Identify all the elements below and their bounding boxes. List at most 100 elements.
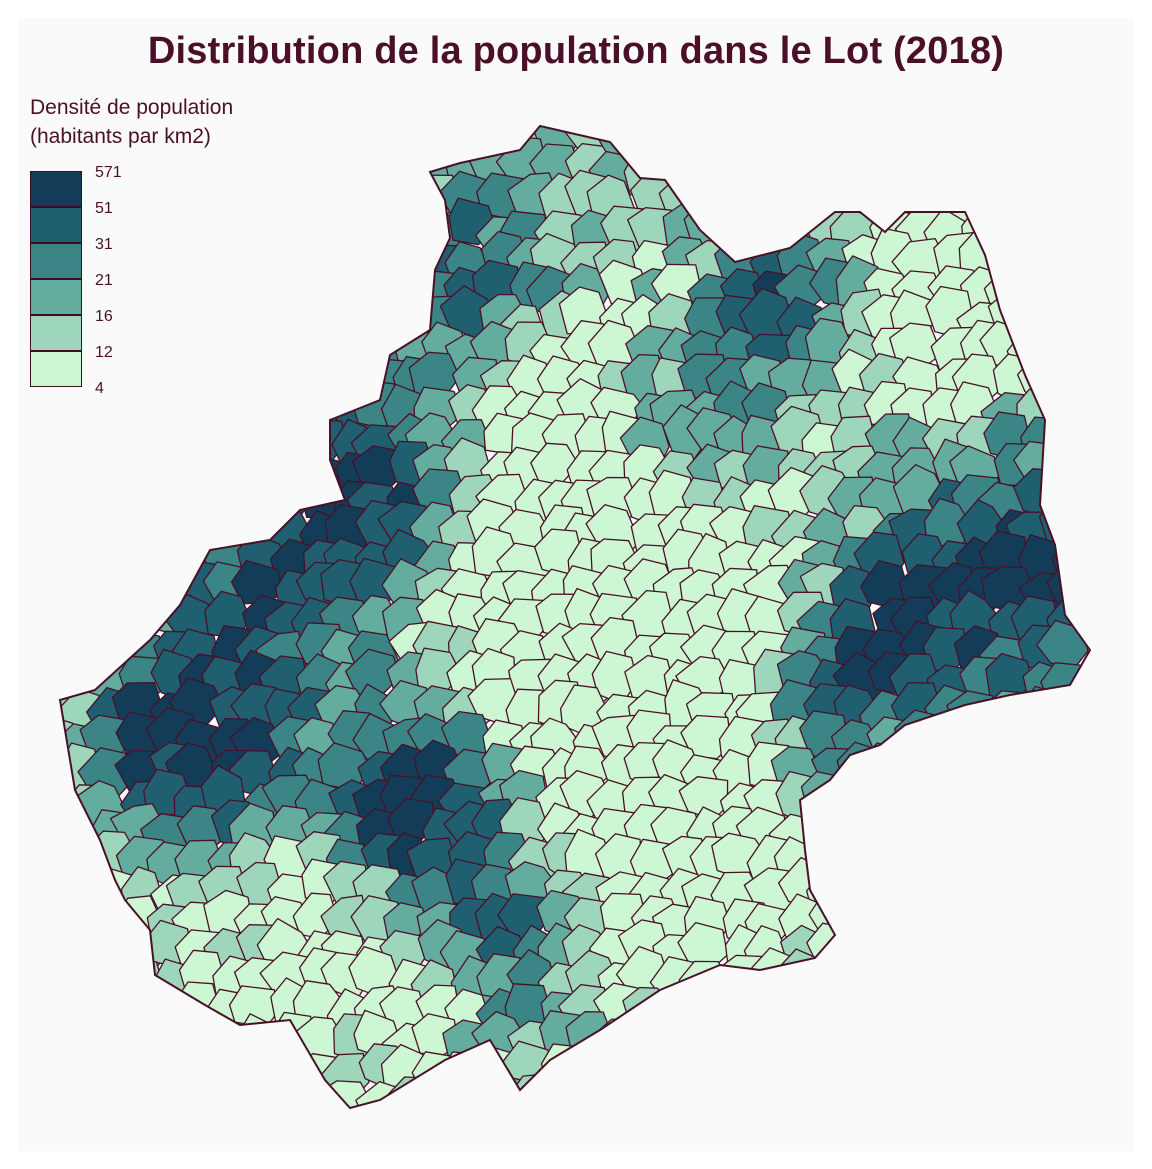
commune-polygon xyxy=(60,981,81,1030)
commune-polygon xyxy=(1007,1043,1058,1094)
commune-polygon xyxy=(81,923,135,971)
commune-polygon xyxy=(175,126,225,138)
commune-polygon xyxy=(858,867,913,915)
commune-polygon xyxy=(840,1050,894,1096)
commune-polygon xyxy=(268,229,319,284)
commune-polygon xyxy=(895,895,946,948)
commune-polygon xyxy=(889,920,940,972)
commune-polygon xyxy=(230,322,280,375)
commune-polygon xyxy=(801,126,850,134)
commune-polygon xyxy=(893,126,947,138)
commune-polygon xyxy=(834,841,883,889)
commune-polygon xyxy=(117,320,168,367)
commune-polygon xyxy=(830,126,882,172)
commune-polygon xyxy=(119,126,168,138)
commune-polygon xyxy=(1045,293,1090,342)
commune-polygon xyxy=(61,143,108,195)
commune-polygon xyxy=(840,921,887,969)
commune-polygon xyxy=(622,986,671,1036)
commune-polygon xyxy=(118,505,172,557)
commune-polygon xyxy=(60,1022,83,1070)
commune-polygon xyxy=(117,993,164,1041)
commune-polygon xyxy=(981,895,1028,942)
commune-polygon xyxy=(767,1073,822,1108)
commune-polygon xyxy=(241,1037,291,1092)
commune-polygon xyxy=(1017,893,1073,941)
commune-polygon xyxy=(748,1076,801,1108)
commune-polygon xyxy=(1038,495,1090,544)
commune-polygon xyxy=(1043,443,1090,494)
commune-polygon xyxy=(207,214,260,262)
commune-polygon xyxy=(737,1052,791,1102)
commune-polygon xyxy=(203,1078,250,1108)
commune-polygon xyxy=(60,595,72,648)
commune-polygon xyxy=(86,502,135,554)
commune-polygon xyxy=(377,175,429,228)
commune-polygon xyxy=(60,265,80,311)
commune-polygon xyxy=(779,126,833,174)
commune-polygon xyxy=(112,952,163,1006)
commune-polygon xyxy=(415,126,465,169)
commune-polygon xyxy=(93,126,141,167)
commune-polygon xyxy=(484,126,535,140)
commune-polygon xyxy=(952,989,1008,1037)
commune-polygon xyxy=(324,292,371,340)
commune-polygon xyxy=(1008,708,1057,759)
commune-polygon xyxy=(144,506,192,557)
commune-polygon xyxy=(1040,328,1090,377)
commune-polygon xyxy=(1012,1011,1062,1062)
legend-label-0: 571 xyxy=(95,164,122,181)
commune-polygons xyxy=(60,126,1090,1108)
legend-title-line2: (habitants par km2) xyxy=(30,125,211,148)
commune-polygon xyxy=(990,724,1039,768)
commune-polygon xyxy=(357,264,413,313)
legend-swatch-5 xyxy=(30,351,82,387)
commune-polygon xyxy=(60,859,101,909)
commune-polygon xyxy=(988,179,1042,231)
commune-polygon xyxy=(85,531,134,581)
commune-polygon xyxy=(1038,836,1090,886)
commune-polygon xyxy=(323,242,371,292)
commune-polygon xyxy=(80,234,126,281)
commune-polygon xyxy=(567,1047,621,1096)
commune-polygon xyxy=(204,474,255,528)
commune-polygon xyxy=(982,746,1033,796)
commune-polygon xyxy=(986,202,1041,250)
commune-polygon xyxy=(325,126,374,166)
commune-polygon xyxy=(166,437,223,493)
commune-polygon xyxy=(264,328,312,379)
commune-polygon xyxy=(713,126,766,160)
commune-polygon xyxy=(950,929,1006,981)
commune-polygon xyxy=(354,291,410,338)
commune-polygon xyxy=(175,1043,228,1088)
commune-polygon xyxy=(60,167,67,222)
commune-polygon xyxy=(1017,995,1065,1041)
commune-polygon xyxy=(922,148,975,201)
commune-polygon xyxy=(1043,1075,1090,1108)
commune-polygon xyxy=(591,126,639,138)
commune-polygon xyxy=(211,146,259,198)
commune-polygon xyxy=(930,957,979,1004)
commune-polygon xyxy=(88,956,140,1005)
commune-polygon xyxy=(232,230,290,277)
commune-polygon xyxy=(1046,126,1090,163)
commune-polygon xyxy=(139,269,191,321)
commune-polygon xyxy=(60,228,83,283)
commune-polygon xyxy=(93,383,139,434)
commune-polygon xyxy=(60,859,75,913)
commune-polygon xyxy=(120,527,169,581)
commune-polygon xyxy=(860,952,906,1002)
commune-polygon xyxy=(353,126,409,138)
commune-polygon xyxy=(841,1070,895,1108)
commune-polygon xyxy=(890,838,941,893)
commune-polygon xyxy=(899,1070,955,1108)
commune-polygon xyxy=(142,145,194,191)
commune-polygon xyxy=(171,207,223,261)
commune-polygon xyxy=(647,126,699,133)
commune-polygon xyxy=(380,231,436,280)
commune-polygon xyxy=(289,126,344,136)
commune-polygon xyxy=(60,325,84,375)
commune-polygon xyxy=(1020,126,1066,133)
commune-polygon xyxy=(811,811,861,864)
commune-polygon xyxy=(712,183,770,228)
